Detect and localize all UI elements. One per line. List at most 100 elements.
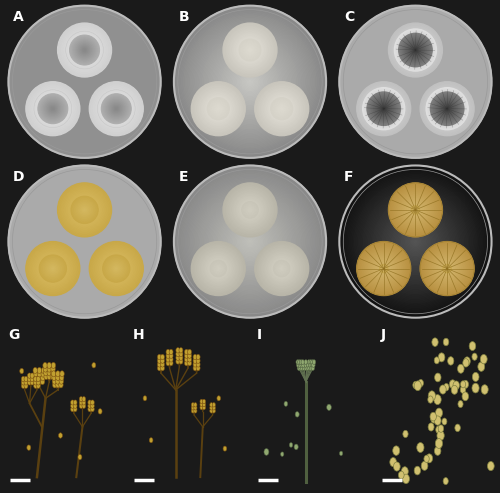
Circle shape <box>446 108 448 109</box>
Circle shape <box>438 100 456 117</box>
Circle shape <box>369 94 398 123</box>
Circle shape <box>248 207 252 212</box>
Circle shape <box>380 105 388 113</box>
Circle shape <box>218 50 282 113</box>
Circle shape <box>472 383 479 393</box>
Circle shape <box>358 184 472 299</box>
Circle shape <box>48 104 58 114</box>
Circle shape <box>72 197 98 223</box>
Circle shape <box>90 242 143 295</box>
Circle shape <box>235 195 265 225</box>
Circle shape <box>45 101 61 117</box>
Circle shape <box>98 409 102 414</box>
Circle shape <box>371 96 396 121</box>
Circle shape <box>410 45 421 55</box>
Circle shape <box>80 400 83 405</box>
Circle shape <box>299 366 302 370</box>
Circle shape <box>383 268 384 269</box>
Circle shape <box>411 45 420 55</box>
Circle shape <box>216 106 220 111</box>
Circle shape <box>402 196 429 224</box>
Circle shape <box>368 93 400 125</box>
Circle shape <box>36 252 69 285</box>
Circle shape <box>278 105 285 112</box>
Circle shape <box>410 204 422 216</box>
Circle shape <box>262 88 302 129</box>
Circle shape <box>388 23 442 77</box>
Circle shape <box>394 188 437 231</box>
Circle shape <box>48 103 58 114</box>
Circle shape <box>80 45 90 55</box>
Circle shape <box>176 359 180 364</box>
Circle shape <box>76 41 94 59</box>
Circle shape <box>386 212 444 271</box>
Circle shape <box>415 210 416 211</box>
Circle shape <box>22 380 26 385</box>
Circle shape <box>108 100 125 118</box>
Circle shape <box>74 200 94 220</box>
Circle shape <box>445 106 450 111</box>
Circle shape <box>224 215 276 268</box>
Circle shape <box>366 91 401 126</box>
Circle shape <box>111 263 122 274</box>
Circle shape <box>234 194 266 226</box>
Circle shape <box>90 400 94 405</box>
Circle shape <box>228 188 272 231</box>
Circle shape <box>68 34 100 66</box>
Circle shape <box>198 247 239 289</box>
Circle shape <box>246 46 254 54</box>
Circle shape <box>362 87 406 130</box>
Circle shape <box>372 97 395 120</box>
Circle shape <box>404 230 427 253</box>
Circle shape <box>306 366 310 370</box>
Circle shape <box>376 101 391 116</box>
Circle shape <box>79 45 90 55</box>
Circle shape <box>426 454 432 463</box>
Circle shape <box>42 98 64 120</box>
Circle shape <box>428 423 434 431</box>
Circle shape <box>432 93 462 124</box>
Circle shape <box>169 360 173 366</box>
Circle shape <box>158 362 162 367</box>
Circle shape <box>374 258 394 279</box>
Circle shape <box>438 100 456 117</box>
Circle shape <box>40 256 66 282</box>
Circle shape <box>403 229 428 254</box>
Circle shape <box>360 85 408 132</box>
Circle shape <box>70 35 100 65</box>
Circle shape <box>340 451 343 456</box>
Circle shape <box>179 352 183 357</box>
Circle shape <box>213 263 224 274</box>
Circle shape <box>210 406 213 410</box>
Circle shape <box>406 41 424 59</box>
Circle shape <box>406 201 424 218</box>
Circle shape <box>392 217 440 266</box>
Circle shape <box>52 375 56 381</box>
Circle shape <box>198 249 238 288</box>
Circle shape <box>294 444 298 450</box>
Circle shape <box>244 43 256 57</box>
Circle shape <box>381 266 386 271</box>
Circle shape <box>200 399 203 404</box>
Circle shape <box>412 206 419 213</box>
Circle shape <box>248 240 252 243</box>
Circle shape <box>24 380 28 385</box>
Circle shape <box>298 360 301 364</box>
Circle shape <box>192 82 244 135</box>
Circle shape <box>365 90 403 128</box>
Circle shape <box>60 371 64 377</box>
Circle shape <box>275 262 288 275</box>
Circle shape <box>257 244 306 293</box>
Circle shape <box>46 261 60 276</box>
Circle shape <box>414 208 417 211</box>
Circle shape <box>111 103 122 114</box>
Circle shape <box>402 196 429 223</box>
Circle shape <box>32 247 74 289</box>
Circle shape <box>188 357 192 362</box>
Circle shape <box>82 48 86 52</box>
Circle shape <box>439 101 455 117</box>
Circle shape <box>430 251 464 286</box>
Circle shape <box>414 48 418 52</box>
Circle shape <box>390 184 441 236</box>
Circle shape <box>402 467 408 476</box>
